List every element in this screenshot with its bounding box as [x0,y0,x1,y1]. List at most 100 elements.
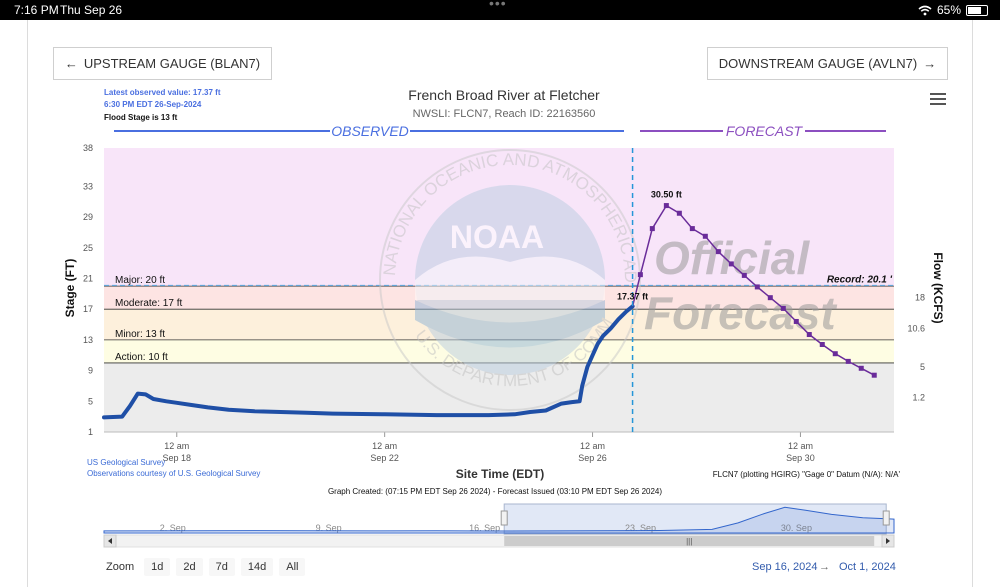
forecast-point-10[interactable] [754,284,760,290]
upstream-gauge-button[interactable]: ← UPSTREAM GAUGE (BLAN7) [53,47,272,80]
arrow-right-icon: → [923,56,937,71]
page-border-left [27,20,28,587]
navigator-scrollbar[interactable]: ||| [103,534,895,548]
zoom-2d-button[interactable]: 2d [176,558,203,576]
chart-subtitle: NWSLI: FLCN7, Reach ID: 22163560 [413,108,596,120]
y-tick-label-6: 25 [83,243,93,253]
chart-title: French Broad River at Fletcher [408,87,600,103]
forecast-point-16[interactable] [832,351,838,357]
status-date: Thu Sep 26 [60,3,123,17]
forecast-point-11[interactable] [767,295,773,301]
y2-axis-label: Flow (KCFS) [931,252,945,323]
navigator-labels: 2. Sep 9. Sep 16. Sep 23. Sep 30. Sep [160,523,812,533]
observed-series-line [102,304,635,420]
usgs-observations-link[interactable]: Observations courtesy of U.S. Geological… [87,469,260,478]
zoom-all-button[interactable]: All [279,558,306,576]
forecast-point-1[interactable] [637,272,643,278]
chart-menu-icon[interactable] [930,93,946,105]
range-from-input[interactable]: Sep 16, 2024 [752,561,818,573]
navigator-selection[interactable] [503,503,887,535]
x-tick-date-1: Sep 22 [370,453,399,463]
zoom-14d-button[interactable]: 14d [240,558,274,576]
navigator-panel[interactable]: 2. Sep 9. Sep 16. Sep 23. Sep 30. Sep [103,503,895,535]
threshold-label-2: Minor: 13 ft [115,329,165,340]
scroll-left-arrow-icon [108,538,112,544]
chart-series [102,203,877,420]
downstream-gauge-button[interactable]: DOWNSTREAM GAUGE (AVLN7) → [707,47,948,80]
arrow-left-icon: ← [64,56,78,71]
x-tick-time-3: 12 am [788,441,813,451]
record-label: Record: 20.1 ' [827,274,893,285]
forecast-watermark: Forecast [644,287,837,339]
threshold-label-1: Moderate: 17 ft [115,298,182,309]
forecast-point-12[interactable] [780,305,786,311]
forecast-point-15[interactable] [819,341,825,347]
status-time: 7:16 PM [14,3,59,17]
navigator-label-0: 2. Sep [160,523,186,533]
y-tick-label-8: 33 [83,181,93,191]
forecast-point-13[interactable] [793,318,799,324]
y-tick-label-0: 1 [88,427,93,437]
usgs-link[interactable]: US Geological Survey [87,458,165,467]
forecast-point-18[interactable] [858,365,864,371]
y-tick-label-9: 38 [83,143,93,153]
x-tick-date-2: Sep 26 [578,453,607,463]
y-tick-label-3: 13 [83,335,93,345]
range-to-input[interactable]: Oct 1, 2024 [839,561,896,573]
zoom-1d-button[interactable]: 1d [144,558,171,576]
forecast-point-6[interactable] [702,233,708,239]
navigator-series [103,506,895,534]
y-axis-ticks: 1 5 9 13 17 21 25 29 33 38 [83,143,93,437]
y2-tick-label-2: 10.6 [907,323,925,333]
y-tick-label-4: 17 [83,304,93,314]
status-bar: 7:16 PM Thu Sep 26 ••• 65% [0,0,1000,20]
forecast-point-7[interactable] [715,249,721,255]
x-tick-time-1: 12 am [372,441,397,451]
y-tick-label-7: 29 [83,212,93,222]
threshold-label-3: Action: 10 ft [115,352,168,363]
forecast-header: FORECAST [726,123,804,139]
forecast-point-14[interactable] [806,332,812,338]
zoom-7d-button[interactable]: 7d [208,558,235,576]
scrollbar-thumb[interactable] [504,536,875,546]
x-axis-ticks: 12 am Sep 18 12 am Sep 22 12 am Sep 26 12 am Se… [104,431,894,463]
zoom-range-selector: Zoom 1d 2d 7d 14d All [106,558,306,576]
y-axis-label: Stage (FT) [63,259,77,318]
forecast-point-17[interactable] [845,358,851,364]
y2-tick-label-0: 1.2 [912,392,925,402]
multitask-dots-icon[interactable]: ••• [489,0,507,11]
battery-icon [966,4,988,16]
navigator-label-3: 23. Sep [625,523,656,533]
navigator-label-2: 16. Sep [469,523,500,533]
forecast-point-19[interactable] [871,372,877,378]
downstream-gauge-label: DOWNSTREAM GAUGE (AVLN7) [718,56,918,71]
navigator-handle-right[interactable] [882,510,890,526]
forecast-point-2[interactable] [649,226,655,232]
noaa-text: NOAA [450,219,544,255]
y2-tick-label-1: 5 [920,362,925,372]
navigator-handle-left[interactable] [500,510,508,526]
latest-observed-label: Latest observed value: 17.37 ft [104,88,221,97]
x-axis-label: Site Time (EDT) [456,467,544,481]
observed-header: OBSERVED [331,123,409,139]
navigator-label-4: 30. Sep [781,523,812,533]
threshold-label-0: Major: 20 ft [115,275,165,286]
forecast-point-3[interactable] [663,203,669,209]
x-tick-time-0: 12 am [164,441,189,451]
forecast-point-9[interactable] [741,272,747,278]
scrollbar-grip-icon: ||| [686,537,692,546]
battery-percent: 65% [936,3,961,17]
noaa-seal-ring [379,149,641,411]
x-tick-date-3: Sep 30 [786,453,815,463]
y-tick-label-1: 5 [88,396,93,406]
forecast-point-4[interactable] [676,210,682,216]
page-border-right [972,20,973,587]
last-observed-annotation: 17.37 ft [617,291,648,301]
status-right: 65% [918,3,988,17]
forecast-point-5[interactable] [689,226,695,232]
forecast-point-8[interactable] [728,261,734,267]
navigator-label-1: 9. Sep [316,523,342,533]
x-tick-time-2: 12 am [580,441,605,451]
flood-stage-label: Flood Stage is 13 ft [104,113,178,122]
flood-band-4 [104,362,894,432]
